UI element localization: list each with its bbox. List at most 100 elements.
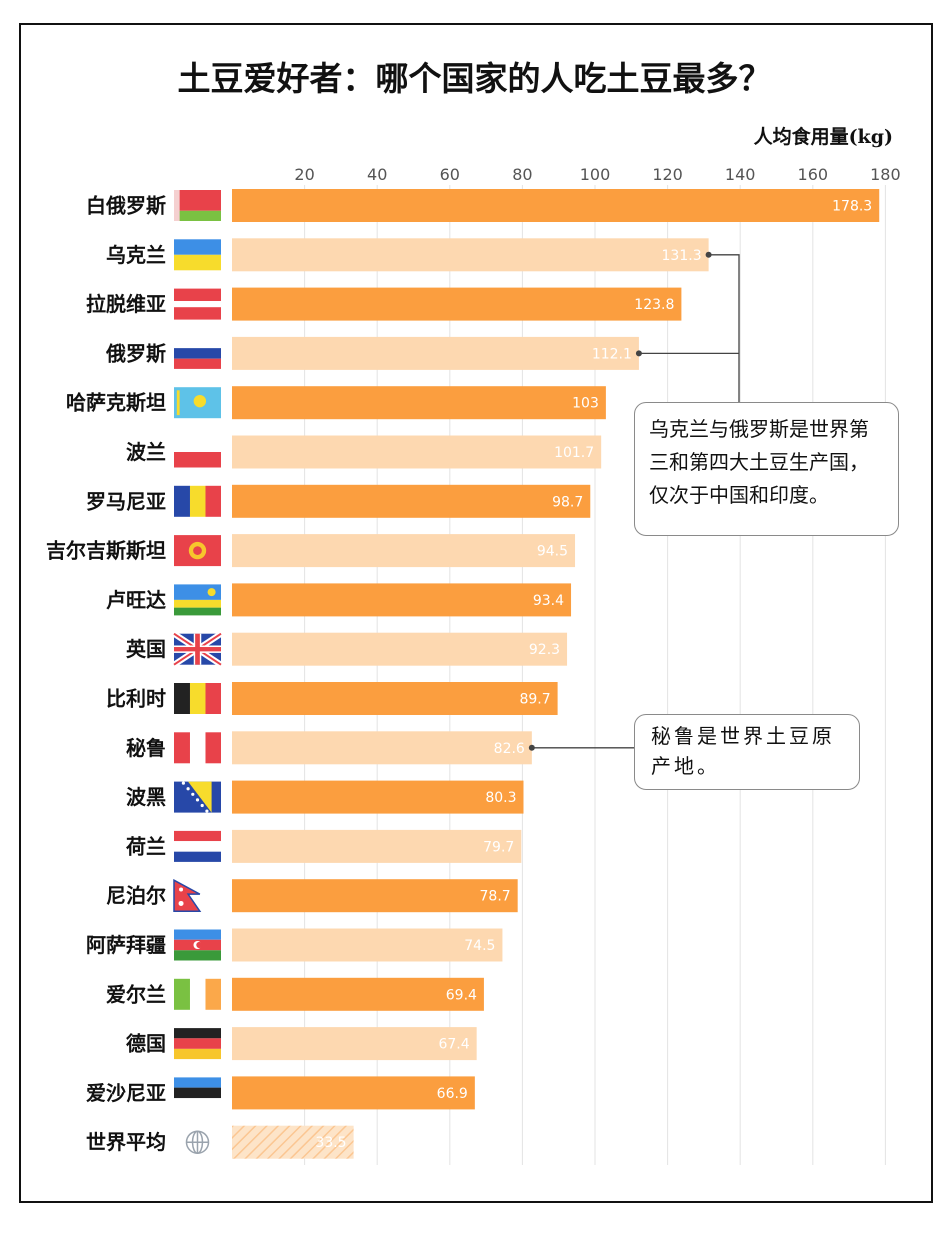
bar-row: 世界平均 33.5 <box>86 1125 354 1159</box>
bar-row: 爱尔兰 69.4 <box>106 977 484 1011</box>
category-label: 罗马尼亚 <box>86 489 166 513</box>
bar <box>232 583 572 617</box>
category-label: 荷兰 <box>126 834 166 858</box>
tick-label: 100 <box>580 165 611 184</box>
x-axis-ticks: 20 40 60 80 100 120 140 160 180 <box>294 165 900 184</box>
tick-label: 160 <box>798 165 829 184</box>
value-label: 112.1 <box>592 346 632 362</box>
connector-line <box>708 254 740 402</box>
nepal-flag <box>173 878 202 912</box>
bar <box>232 1125 354 1159</box>
bar-row: 哈萨克斯坦 103 <box>66 386 606 420</box>
bar-row: 秘鲁 82.6 <box>126 731 532 765</box>
annotation-ukraine-russia: 乌克兰与俄罗斯是世界第三和第四大土豆生产国，仅次于中国和印度。 <box>634 402 899 536</box>
bar <box>232 780 524 814</box>
bar <box>232 534 576 568</box>
category-label: 比利时 <box>106 687 166 711</box>
kazakhstan-flag <box>174 387 221 419</box>
estonia-flag <box>174 1077 221 1109</box>
value-label: 69.4 <box>446 987 477 1003</box>
value-label: 82.6 <box>494 741 525 757</box>
annotation-peru: 秘鲁是世界土豆原产地。 <box>634 714 860 790</box>
bar <box>232 1076 475 1110</box>
tick-label: 60 <box>440 165 460 184</box>
axis-unit-label: 人均食用量(kg) <box>753 126 893 148</box>
annotation-connectors <box>528 251 740 751</box>
poland-flag <box>174 436 221 468</box>
category-label: 德国 <box>126 1032 166 1056</box>
bar <box>232 287 682 321</box>
bar <box>232 879 518 913</box>
category-label: 波兰 <box>126 440 166 464</box>
category-label: 卢旺达 <box>106 588 166 612</box>
value-label: 67.4 <box>438 1037 469 1053</box>
value-label: 98.7 <box>552 494 583 510</box>
category-label: 英国 <box>126 637 166 661</box>
bar-row: 爱沙尼亚 66.9 <box>86 1076 475 1110</box>
category-label: 拉脱维亚 <box>86 292 166 316</box>
bar-row: 俄罗斯 112.1 <box>105 336 639 370</box>
value-label: 93.4 <box>533 593 564 609</box>
value-label: 33.5 <box>315 1135 346 1151</box>
category-label: 波黑 <box>126 785 166 809</box>
tick-label: 20 <box>294 165 314 184</box>
category-label: 阿萨拜疆 <box>86 933 166 957</box>
peru-flag <box>174 732 221 764</box>
value-label: 101.7 <box>554 445 594 461</box>
value-label: 80.3 <box>485 790 516 806</box>
belgium-flag <box>174 683 221 714</box>
bar <box>232 386 606 420</box>
bar <box>232 928 503 962</box>
bar-row: 乌克兰 131.3 <box>106 238 709 272</box>
bar <box>232 484 591 518</box>
kyrgyzstan-flag <box>174 535 221 567</box>
bar-rows: 白俄罗斯 178.3 乌克兰 131.3 拉脱维亚 123.8 俄罗斯 112.1 哈萨克斯坦 1… <box>46 189 880 1159</box>
gridlines <box>304 185 886 1165</box>
ukraine-flag <box>174 239 221 271</box>
category-label: 尼泊尔 <box>106 884 166 908</box>
category-label: 白俄罗斯 <box>86 194 166 218</box>
bar <box>232 682 558 715</box>
globe-icon <box>185 1130 210 1154</box>
bar-row: 波兰 101.7 <box>126 435 602 469</box>
bar <box>232 829 522 863</box>
category-label: 哈萨克斯坦 <box>66 391 166 415</box>
bar-row: 英国 92.3 <box>126 631 568 668</box>
bar <box>232 977 484 1011</box>
tick-label: 80 <box>512 165 532 184</box>
bosnia-flag <box>174 781 221 813</box>
frame-border <box>19 23 933 1203</box>
value-label: 131.3 <box>662 248 702 264</box>
bar <box>232 632 568 666</box>
category-label: 吉尔吉斯斯坦 <box>46 539 166 563</box>
category-label: 俄罗斯 <box>105 341 166 365</box>
bar-row: 拉脱维亚 123.8 <box>86 287 682 321</box>
value-label: 78.7 <box>480 889 511 905</box>
germany-flag <box>174 1028 221 1060</box>
value-label: 89.7 <box>519 692 550 708</box>
value-label: 74.5 <box>464 938 495 954</box>
bar <box>232 435 602 469</box>
chart-title: 土豆爱好者：哪个国家的人吃土豆最多？ <box>177 59 772 98</box>
bar-row: 阿萨拜疆 74.5 <box>86 928 503 962</box>
ireland-flag <box>174 978 221 1010</box>
category-label: 世界平均 <box>86 1130 166 1154</box>
bar-row: 德国 67.4 <box>126 1027 477 1061</box>
tick-label: 40 <box>367 165 387 184</box>
tick-label: 140 <box>725 165 756 184</box>
bar-row: 比利时 89.7 <box>106 682 558 715</box>
value-label: 178.3 <box>832 199 872 215</box>
bar-row: 吉尔吉斯斯坦 94.5 <box>46 534 576 568</box>
value-label: 94.5 <box>537 544 568 560</box>
value-label: 123.8 <box>634 297 674 313</box>
value-label: 66.9 <box>437 1086 468 1102</box>
bar <box>232 1027 477 1061</box>
rwanda-flag <box>174 584 221 616</box>
bar-row: 波黑 80.3 <box>126 780 524 814</box>
tick-label: 180 <box>870 165 901 184</box>
romania-flag <box>174 485 221 517</box>
bar <box>232 238 709 272</box>
bar-row: 荷兰 79.7 <box>126 829 522 863</box>
bar-row: 卢旺达 93.4 <box>106 583 572 617</box>
bar-row: 罗马尼亚 98.7 <box>86 484 591 518</box>
